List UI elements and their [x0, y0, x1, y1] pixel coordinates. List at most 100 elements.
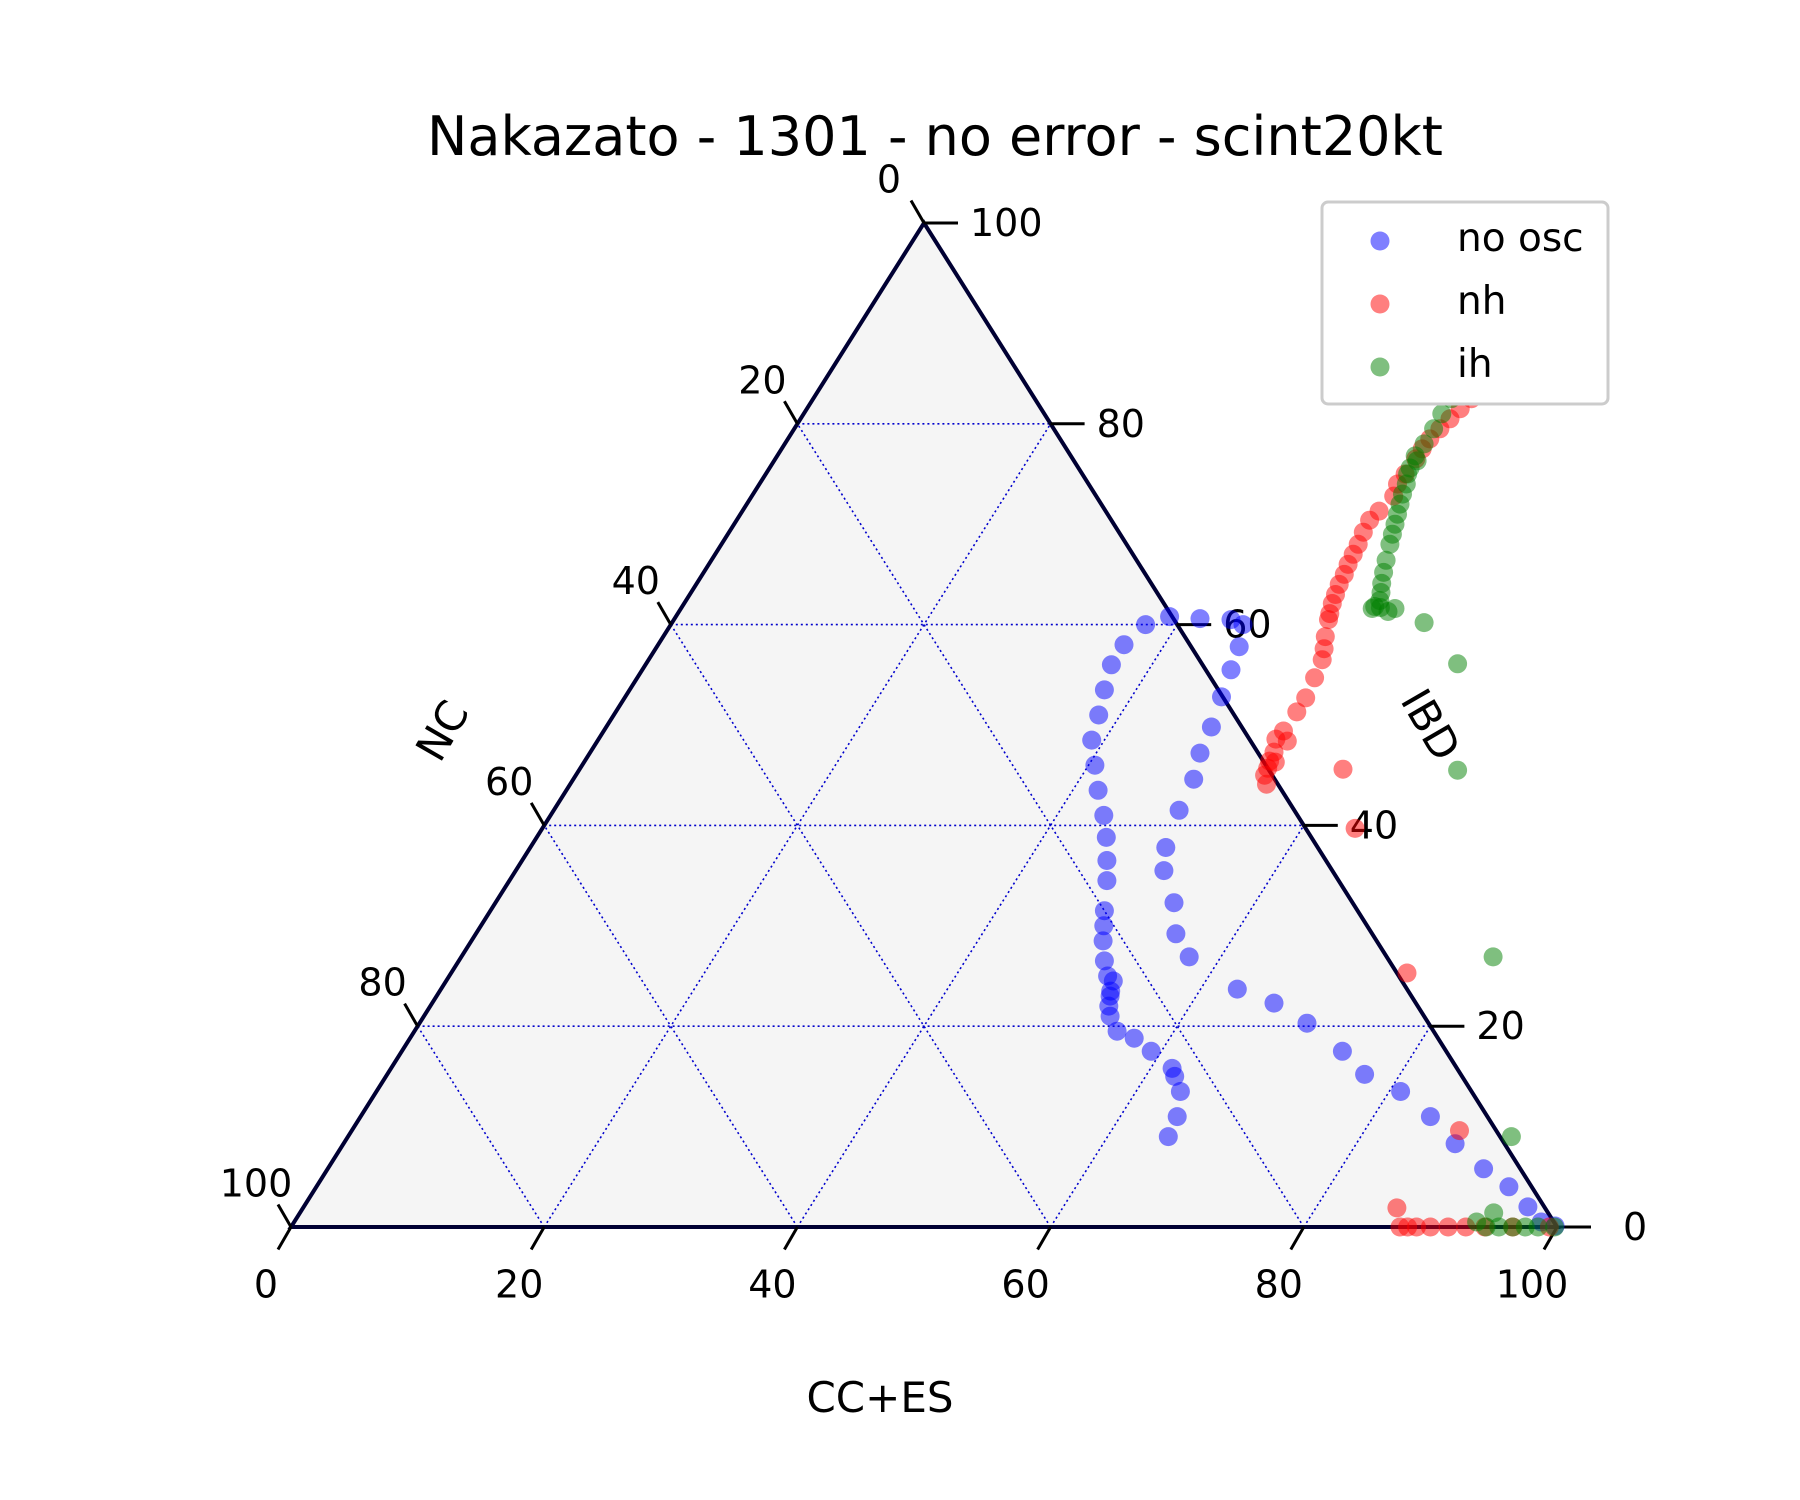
- data-point: [1420, 1107, 1440, 1127]
- bottom-tick: [276, 1226, 293, 1251]
- data-point: [1082, 730, 1102, 750]
- data-point: [1397, 963, 1417, 983]
- data-point: [1088, 780, 1108, 800]
- legend-marker-nh: [1370, 294, 1390, 314]
- data-point: [1169, 800, 1189, 820]
- bottom-tick: [1036, 1226, 1052, 1251]
- data-point: [1391, 1082, 1411, 1101]
- data-point: [1124, 1028, 1144, 1048]
- left-tick-label: 20: [738, 358, 786, 402]
- data-points: [1082, 311, 1565, 1237]
- data-point: [1305, 668, 1325, 688]
- bottom-tick-label: 40: [748, 1263, 796, 1307]
- data-point: [1170, 1082, 1190, 1101]
- data-point: [1158, 1127, 1178, 1147]
- data-point: [1165, 1066, 1185, 1086]
- data-point: [1474, 1159, 1494, 1179]
- data-point: [1190, 743, 1210, 763]
- right-tick-label: 100: [970, 201, 1043, 245]
- data-point: [1201, 717, 1221, 737]
- data-point: [1190, 609, 1210, 629]
- data-point: [1355, 1064, 1375, 1084]
- data-point: [1264, 993, 1284, 1013]
- plot-frame: [287, 219, 1561, 1229]
- data-point: [1093, 931, 1113, 951]
- legend-label-nh: nh: [1457, 279, 1506, 324]
- bottom-tick-label: 100: [1496, 1263, 1569, 1307]
- data-point: [1097, 851, 1117, 870]
- data-point: [1432, 404, 1452, 424]
- left-tick: [529, 802, 546, 827]
- grid-line-nc: [543, 824, 799, 1228]
- data-point: [1333, 759, 1353, 779]
- legend-label-ih: ih: [1457, 342, 1493, 387]
- data-point: [1332, 1041, 1352, 1061]
- data-point: [1114, 635, 1134, 655]
- data-point: [1448, 760, 1468, 780]
- data-point: [1184, 769, 1204, 789]
- data-point: [1424, 419, 1444, 439]
- data-point: [1107, 1021, 1127, 1041]
- data-point: [1414, 434, 1434, 454]
- data-point: [1097, 871, 1117, 891]
- bottom-tick-label: 60: [1001, 1263, 1049, 1307]
- axis-ticks: 020406080100020406080100020406080100: [220, 157, 1647, 1306]
- left-tick-label: 60: [485, 760, 533, 804]
- left-tick-label: 100: [220, 1161, 293, 1205]
- legend-box: [1320, 200, 1610, 406]
- data-point: [1467, 1212, 1487, 1232]
- plot-background: [291, 223, 1557, 1227]
- data-point: [1499, 1177, 1519, 1197]
- right-axis-label: IBD: [1391, 681, 1470, 769]
- data-point: [1164, 893, 1184, 913]
- grid-line-nc: [670, 624, 1052, 1228]
- bottom-tick-label: 0: [254, 1263, 278, 1307]
- data-point: [1167, 1107, 1187, 1127]
- data-point: [1160, 607, 1180, 627]
- right-tick-label: 0: [1623, 1205, 1647, 1249]
- bottom-tick: [529, 1226, 546, 1251]
- data-point: [1369, 501, 1389, 521]
- data-point: [1501, 1127, 1521, 1147]
- data-point: [1274, 721, 1293, 741]
- data-point: [1545, 1217, 1564, 1237]
- left-tick-label: 0: [877, 157, 901, 201]
- grid-line-ccES: [543, 423, 1052, 1228]
- left-tick-label: 40: [612, 559, 660, 603]
- left-tick: [656, 601, 673, 626]
- data-point: [1376, 550, 1396, 570]
- data-point: [1484, 1203, 1504, 1223]
- left-tick: [909, 199, 926, 224]
- right-tick-label: 80: [1097, 402, 1145, 446]
- data-point: [1448, 654, 1468, 674]
- grid-lines: [416, 422, 1432, 1228]
- data-point: [1390, 1217, 1410, 1237]
- grid-line-nc: [796, 423, 1305, 1228]
- data-point: [1154, 861, 1174, 881]
- bottom-tick: [783, 1226, 799, 1251]
- data-point: [1141, 1041, 1161, 1061]
- bottom-axis-label: CC+ES: [806, 1373, 953, 1422]
- data-point: [1296, 688, 1316, 708]
- data-point: [1166, 924, 1186, 944]
- legend-marker-no-osc: [1370, 231, 1390, 251]
- data-point: [1094, 951, 1114, 971]
- left-tick: [276, 1203, 293, 1228]
- data-point: [1450, 1121, 1469, 1141]
- data-point: [1227, 979, 1247, 999]
- left-tick: [783, 400, 799, 425]
- data-point: [1212, 687, 1231, 707]
- data-point: [1096, 827, 1116, 847]
- data-point: [1221, 610, 1241, 630]
- data-point: [1414, 613, 1434, 633]
- right-tick-label: 20: [1476, 1004, 1524, 1048]
- data-point: [1221, 660, 1241, 680]
- data-point: [1089, 705, 1109, 725]
- data-point: [1297, 1013, 1317, 1033]
- legend-marker-ih: [1370, 357, 1390, 377]
- data-point: [1094, 901, 1114, 921]
- data-point: [1094, 916, 1114, 936]
- data-point: [1387, 1198, 1407, 1218]
- data-point: [1101, 655, 1121, 675]
